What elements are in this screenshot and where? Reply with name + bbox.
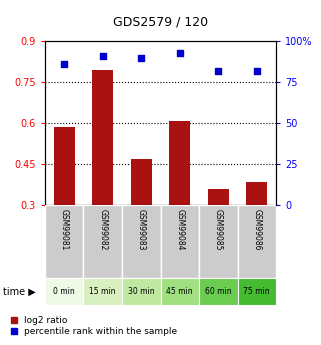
Text: 60 min: 60 min (205, 287, 231, 296)
Point (100, 53, 105, 59)
Bar (45, 278, 83, 305)
Bar (199, 205, 238, 278)
Bar (122, 278, 160, 305)
Bar (238, 205, 276, 278)
Bar (54, 127, 75, 205)
Text: GSM99082: GSM99082 (98, 209, 107, 250)
Text: 45 min: 45 min (167, 287, 193, 296)
Text: GDS2579 / 120: GDS2579 / 120 (113, 16, 208, 29)
Point (177, 50, 182, 56)
Text: GSM99081: GSM99081 (60, 209, 69, 250)
Text: GSM99085: GSM99085 (214, 209, 223, 250)
Bar (160, 278, 199, 305)
Bar (199, 278, 238, 305)
Bar (131, 159, 152, 205)
Point (216, 68, 221, 73)
Text: 0 min: 0 min (53, 287, 75, 296)
Text: time ▶: time ▶ (3, 287, 36, 296)
Text: 15 min: 15 min (90, 287, 116, 296)
Text: GSM99086: GSM99086 (252, 209, 261, 250)
Bar (208, 189, 229, 205)
Bar (83, 205, 122, 278)
Text: 75 min: 75 min (244, 287, 270, 296)
Bar (45, 205, 83, 278)
Text: GSM99083: GSM99083 (137, 209, 146, 250)
Point (254, 68, 259, 73)
Text: GSM99084: GSM99084 (175, 209, 184, 250)
Point (139, 55, 144, 60)
Bar (238, 278, 276, 305)
Bar (92, 70, 113, 205)
Bar (169, 121, 190, 205)
Legend: log2 ratio, percentile rank within the sample: log2 ratio, percentile rank within the s… (11, 316, 178, 336)
Point (62, 61, 67, 67)
Text: 30 min: 30 min (128, 287, 154, 296)
Bar (246, 182, 267, 205)
Bar (122, 205, 160, 278)
Bar (83, 278, 122, 305)
Bar (160, 205, 199, 278)
